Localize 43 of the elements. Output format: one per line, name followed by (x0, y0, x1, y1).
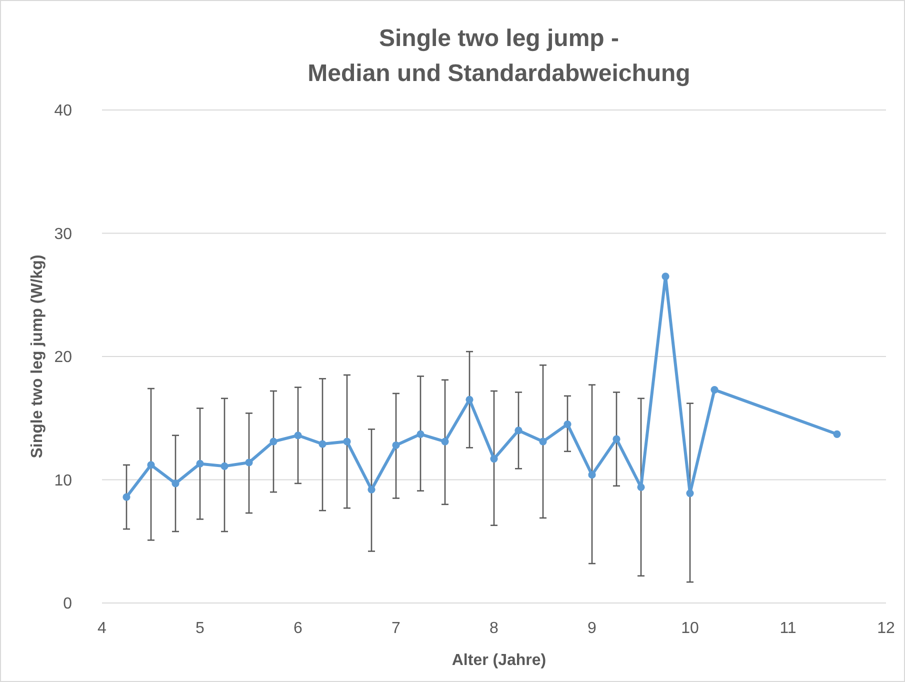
point (392, 441, 400, 450)
y-tick-label: 40 (54, 102, 72, 120)
point (368, 486, 376, 494)
point (539, 438, 547, 446)
point (612, 435, 620, 443)
x-tick-label: 5 (196, 620, 205, 637)
point (441, 438, 449, 446)
x-tick-label: 8 (490, 620, 499, 637)
point (637, 483, 645, 491)
point (686, 490, 694, 498)
point (833, 430, 841, 438)
point (270, 438, 278, 446)
y-tick-label: 0 (63, 596, 72, 613)
x-tick-label: 6 (294, 620, 303, 637)
chart-title: Single two leg jump - Median und Standardabweichung (308, 25, 690, 87)
point (220, 462, 228, 470)
x-tick-label: 12 (877, 620, 895, 637)
x-tick-label: 9 (588, 620, 597, 637)
point (514, 426, 522, 434)
point (710, 386, 718, 394)
point (343, 438, 351, 446)
point (564, 420, 572, 428)
x-tick-label: 4 (98, 620, 107, 637)
x-tick-label: 11 (780, 620, 796, 637)
y-tick-label: 10 (54, 472, 72, 490)
point (588, 471, 596, 479)
y-tick-label: 30 (54, 226, 72, 243)
point (196, 460, 204, 468)
point (416, 430, 424, 438)
point (662, 272, 670, 280)
point (245, 458, 253, 466)
point (122, 493, 130, 501)
point (466, 396, 474, 404)
point (294, 432, 302, 440)
point (490, 454, 498, 463)
y-axis-title: Single two leg jump (W/kg) (29, 254, 46, 458)
x-tick-label: 10 (681, 620, 699, 637)
point (147, 461, 155, 469)
y-tick-label: 20 (54, 349, 72, 366)
x-tick-label: 7 (392, 620, 401, 637)
x-axis-title: Alter (Jahre) (452, 652, 546, 669)
point (318, 440, 326, 448)
point (172, 480, 180, 488)
